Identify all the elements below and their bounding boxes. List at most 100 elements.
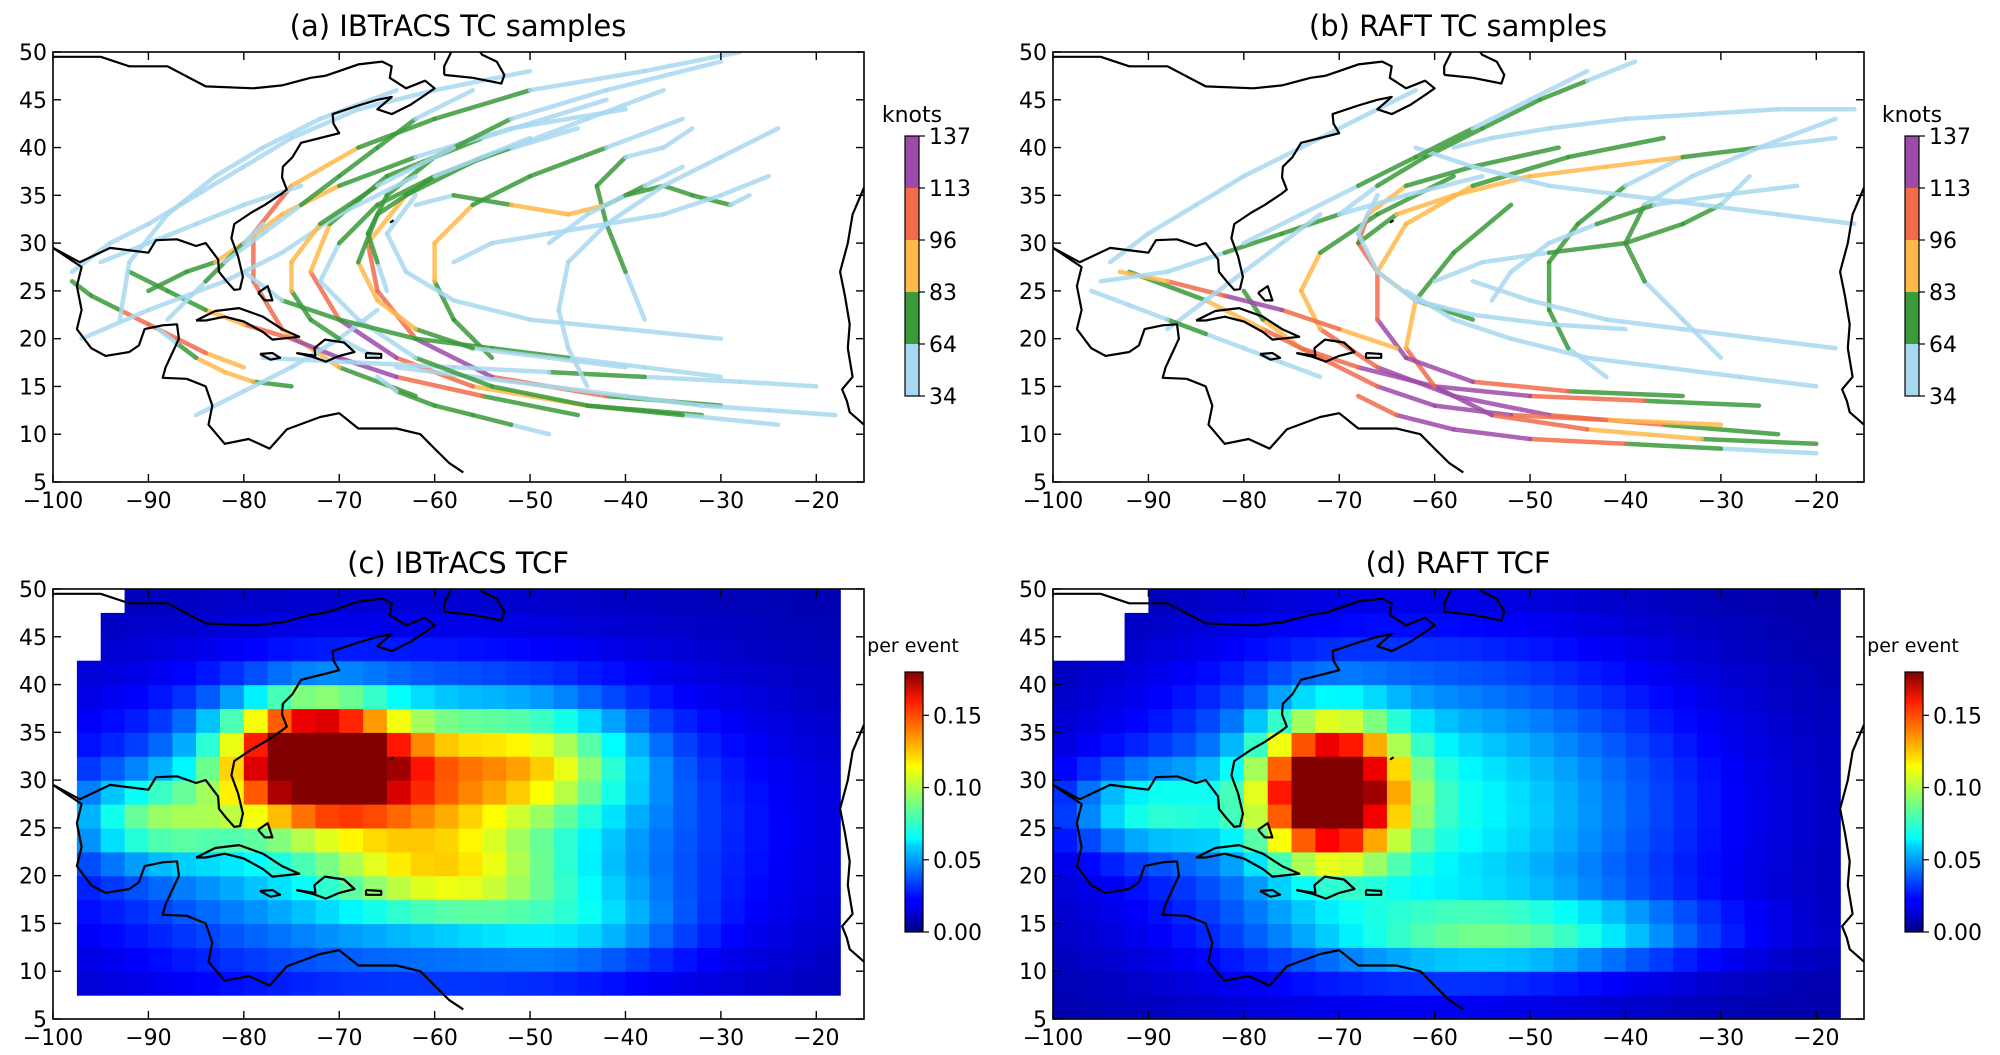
- track-segment: [642, 164, 685, 189]
- heatmap-cell: [792, 732, 817, 757]
- heatmap-cell: [1553, 899, 1579, 925]
- track-segment: [1146, 202, 1199, 236]
- heatmap-cell: [744, 589, 770, 614]
- heatmap-cell: [792, 660, 817, 686]
- heatmap-cell: [816, 708, 841, 733]
- track-segment: [1356, 87, 1418, 122]
- heatmap-cell: [1649, 875, 1674, 901]
- heatmap-cell: [1601, 708, 1627, 733]
- heatmap-cell: [1458, 756, 1483, 781]
- heatmap-cell: [339, 804, 364, 829]
- heatmap-cell: [339, 684, 364, 710]
- track-segment: [117, 259, 132, 322]
- heatmap-cell: [720, 827, 746, 853]
- heatmap-cell: [267, 827, 293, 853]
- heatmap-cell: [1172, 923, 1197, 948]
- coastline: [1053, 597, 1436, 828]
- heatmap-cell: [1434, 612, 1460, 638]
- track-segment: [1279, 212, 1323, 246]
- heatmap-cell: [1601, 589, 1627, 614]
- heatmap-cell: [1148, 708, 1173, 733]
- heatmap-cell: [1076, 708, 1102, 733]
- heatmap-cell: [649, 899, 674, 925]
- heatmap-cell: [1816, 708, 1841, 733]
- track-segment: [1298, 116, 1361, 150]
- heatmap-cell: [1291, 732, 1316, 757]
- heatmap-cell: [649, 684, 674, 710]
- track-segment: [336, 202, 380, 246]
- heatmap-cell: [1458, 875, 1483, 901]
- heatmap-cell: [673, 612, 698, 638]
- track-segment: [375, 116, 418, 150]
- panel-c: (c) IBTrACS TCF −100 −90 −80 −70 −60 −50 −40 −3…: [19, 546, 982, 1051]
- track-segment: [1403, 345, 1437, 389]
- heatmap-cell: [1053, 804, 1078, 829]
- track-segment: [1403, 173, 1485, 198]
- heatmap-cell: [1124, 827, 1150, 853]
- track-segment: [1375, 317, 1409, 361]
- track-segment: [1356, 393, 1399, 418]
- colorbar-title: knots: [1882, 103, 1942, 128]
- track-segment: [1546, 116, 1628, 131]
- heatmap-cell: [1601, 971, 1627, 996]
- heatmap-cell: [386, 732, 412, 757]
- heatmap-cell: [1148, 995, 1173, 1019]
- heatmap-cell: [768, 947, 794, 972]
- heatmap-cell: [1816, 732, 1841, 757]
- heatmap-cell: [1720, 612, 1746, 638]
- heatmap-cell: [1816, 660, 1841, 686]
- heatmap-cell: [148, 827, 173, 853]
- heatmap-cell: [1673, 780, 1698, 805]
- heatmap-cell: [196, 684, 221, 710]
- track-segment: [1585, 427, 1705, 442]
- heatmap-cell: [434, 589, 460, 614]
- heatmap-cell: [1768, 995, 1794, 1019]
- heatmap-cell: [1267, 589, 1293, 614]
- track: [1623, 116, 1838, 361]
- track-segment: [1470, 312, 1552, 327]
- heatmap-cell: [553, 923, 579, 948]
- heatmap-cell: [1100, 971, 1126, 996]
- heatmap-cell: [1196, 971, 1221, 996]
- colorbar-title: per event: [867, 635, 959, 657]
- heatmap-cell: [1148, 947, 1173, 972]
- heatmap-cell: [1673, 684, 1698, 710]
- y-tick-label: 20: [19, 328, 47, 353]
- heatmap-cell: [1410, 851, 1436, 877]
- heatmap-cell: [768, 636, 794, 662]
- heatmap-cell: [1506, 732, 1531, 757]
- heatmap-cell: [1625, 804, 1650, 829]
- y-tick-label: 25: [1019, 817, 1047, 842]
- heatmap-cell: [291, 589, 316, 614]
- heatmap-cell: [1553, 780, 1579, 805]
- heatmap-cell: [1196, 660, 1221, 686]
- heatmap-cell: [673, 756, 698, 781]
- heatmap-cell: [1410, 947, 1436, 972]
- heatmap-cell: [1601, 780, 1627, 805]
- heatmap-cell: [1649, 636, 1674, 662]
- heatmap-cell: [625, 780, 650, 805]
- y-tick-label: 5: [33, 1008, 47, 1033]
- heatmap-cell: [720, 636, 746, 662]
- track-segment: [1451, 317, 1514, 341]
- heatmap-cell: [697, 660, 722, 686]
- heatmap-cell: [1124, 971, 1150, 996]
- heatmap-cell: [1291, 660, 1316, 686]
- heatmap-cell: [530, 589, 555, 614]
- heatmap-cell: [1816, 612, 1841, 638]
- heatmap-cell: [148, 971, 173, 996]
- heatmap-cell: [315, 851, 340, 877]
- heatmap-cell: [1076, 660, 1102, 686]
- track-segment: [241, 183, 304, 208]
- panel-a-axes: −100 −90 −80 −70 −60 −50 −40 −30 −20 5 10 15 20 25 30 3…: [19, 41, 864, 514]
- heatmap-cell: [76, 732, 102, 757]
- heatmap-cell: [816, 589, 841, 614]
- heatmap-cell: [1697, 780, 1722, 805]
- panel-d-heatmap: [1053, 589, 1841, 1019]
- heatmap-cell: [148, 589, 173, 614]
- heatmap-cell: [410, 684, 436, 710]
- heatmap-cell: [577, 780, 603, 805]
- track-segment: [1527, 436, 1628, 447]
- track-segment: [508, 202, 571, 217]
- heatmap-cell: [243, 899, 269, 925]
